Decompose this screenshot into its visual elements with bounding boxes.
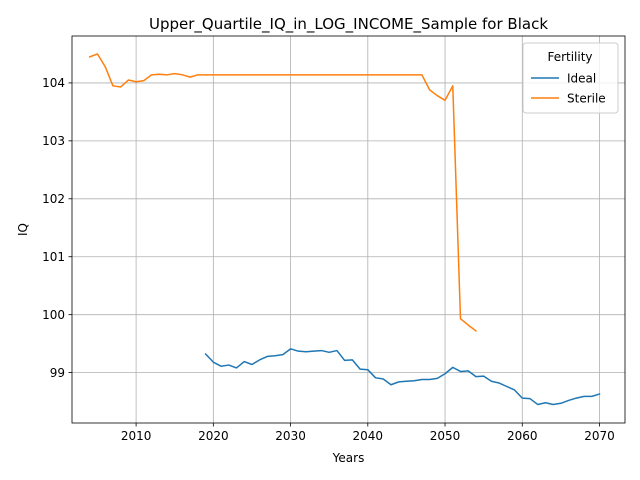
y-tick-label: 103 [42,134,65,148]
x-tick-label: 2050 [430,429,461,443]
y-tick-label: 100 [42,308,65,322]
y-tick-label: 101 [42,250,65,264]
legend-title: Fertility [547,50,592,64]
legend-label-sterile: Sterile [567,91,606,105]
plot-frame [71,35,626,424]
legend-box [522,42,619,114]
x-tick-label: 2010 [121,429,152,443]
y-tick-label: 99 [50,366,65,380]
x-tick-label: 2060 [507,429,538,443]
legend: Fertility Ideal Sterile [522,42,619,114]
y-tick-label: 102 [42,192,65,206]
x-tick-label: 2040 [353,429,384,443]
series-line-ideal [204,348,601,406]
series-line-sterile [88,53,477,332]
axis-ticks: 2010 2020 2030 2040 2050 2060 2070 99 100 101 102 1… [42,76,615,443]
legend-entries: Ideal Sterile [531,71,606,105]
legend-label-ideal: Ideal [567,71,596,85]
y-axis-label: IQ [16,223,30,236]
x-tick-label: 2030 [275,429,306,443]
x-axis-label: Years [332,451,365,465]
x-tick-label: 2070 [584,429,615,443]
x-tick-label: 2020 [198,429,229,443]
y-tick-label: 104 [42,76,65,90]
series-layer [88,53,601,406]
chart-title: Upper_Quartile_IQ_in_LOG_INCOME_Sample f… [149,15,548,34]
